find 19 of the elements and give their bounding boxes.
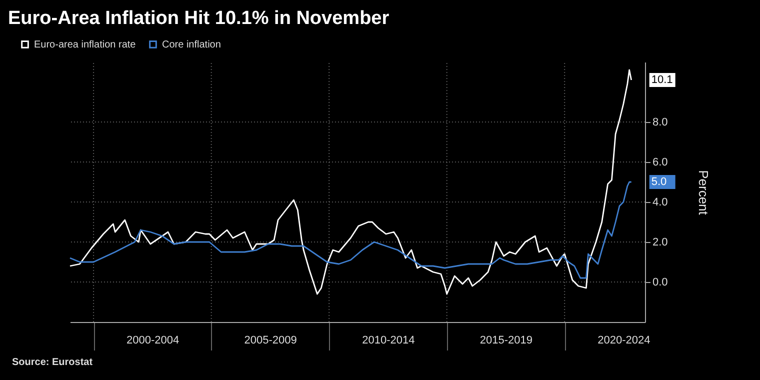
- line-series: [69, 181, 632, 279]
- x-tick-label: 2020-2024: [598, 334, 650, 346]
- x-tick-label: 2015-2019: [480, 334, 532, 346]
- line-series: [69, 69, 632, 295]
- y-tick-label: 8.0: [652, 116, 668, 128]
- y-axis-title: Percent: [696, 170, 711, 216]
- y-tick-label: 4.0: [652, 196, 668, 208]
- annotation: 10.1: [651, 74, 673, 86]
- chart-title: Euro-Area Inflation Hit 10.1% in November: [8, 8, 390, 29]
- x-tick-label: 2005-2009: [244, 334, 297, 346]
- y-tick-label: 2.0: [652, 236, 668, 248]
- y-tick-label: 6.0: [652, 156, 668, 168]
- legend-label: Euro-area inflation rate: [34, 39, 136, 50]
- source-note: Source: Eurostat: [12, 357, 94, 368]
- y-tick-label: 0.0: [652, 276, 668, 288]
- legend-label: Core inflation: [162, 39, 221, 50]
- annotation: 5.0: [651, 176, 667, 188]
- x-tick-label: 2010-2014: [362, 334, 415, 346]
- x-tick-label: 2000-2004: [126, 334, 180, 346]
